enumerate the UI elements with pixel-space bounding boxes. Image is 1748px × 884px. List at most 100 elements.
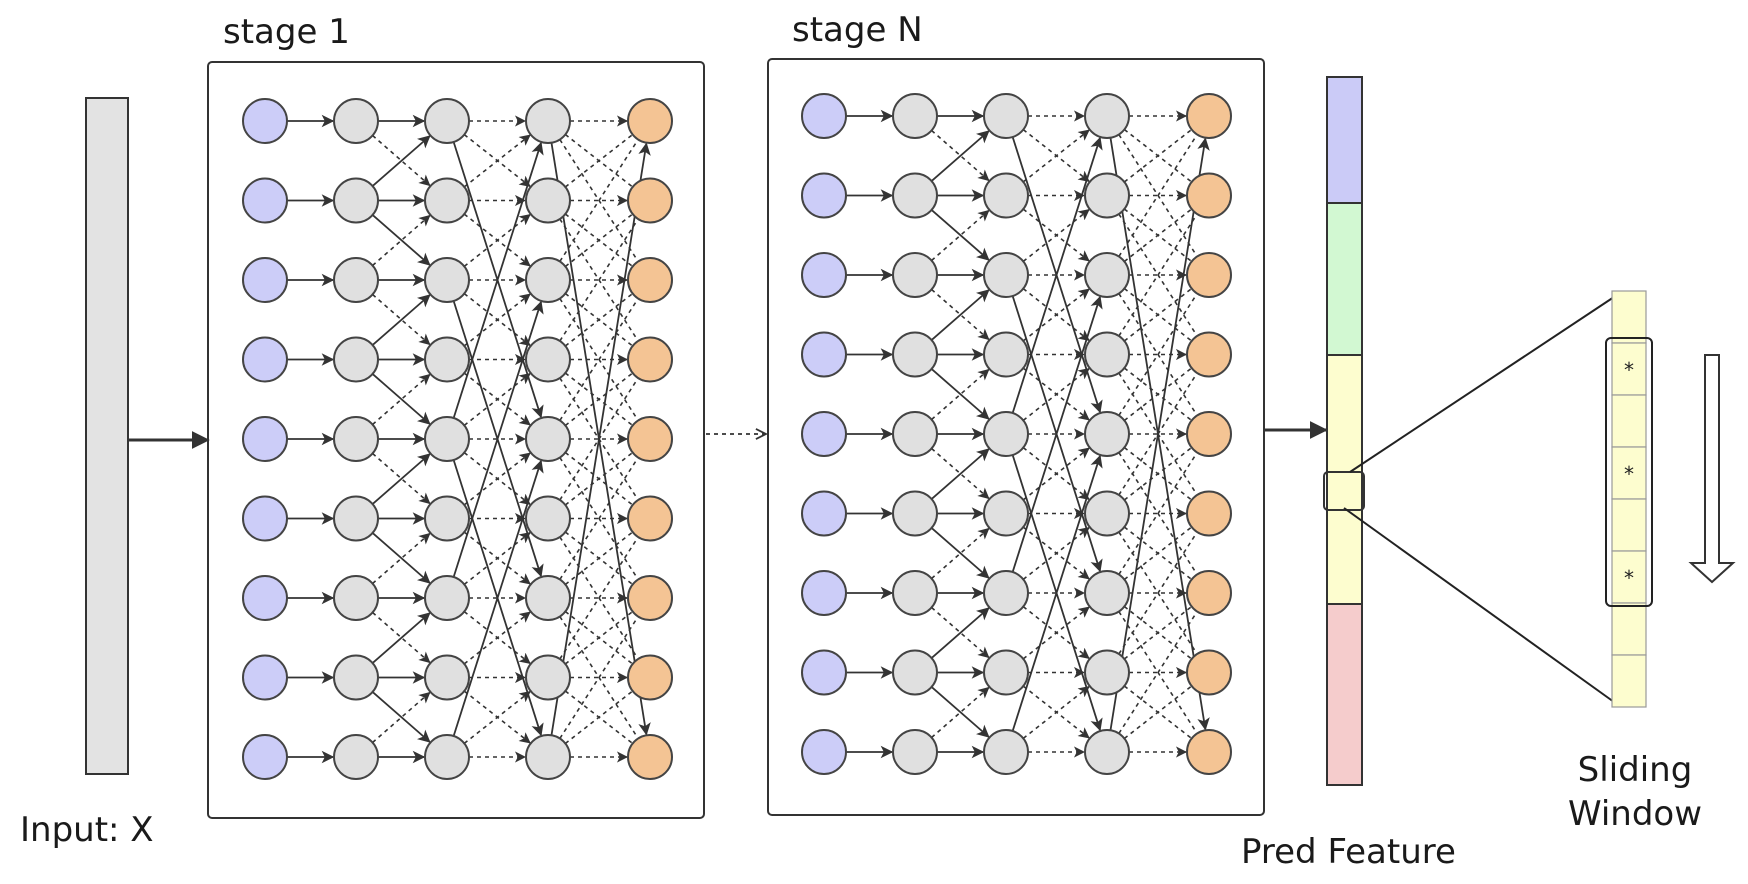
edge (1123, 447, 1192, 501)
edge (564, 293, 633, 347)
hidden-node (1084, 93, 1130, 139)
input-node (242, 336, 288, 383)
input-node (242, 654, 288, 701)
hidden-node (525, 575, 571, 621)
input-node (242, 416, 288, 462)
edge (564, 214, 633, 268)
hidden-node (424, 257, 470, 303)
edge (1109, 137, 1210, 731)
edge (1123, 368, 1192, 422)
input-node (801, 252, 847, 298)
zoom-line-top (1349, 296, 1615, 473)
stage-n-nodes (801, 93, 1232, 775)
zoom-line-bottom (1343, 507, 1615, 703)
hidden-node (1084, 252, 1130, 298)
edge (463, 373, 531, 427)
edge (930, 368, 990, 420)
hidden-node (1084, 490, 1130, 537)
edge (1123, 209, 1192, 263)
stage-1-nodes (242, 98, 673, 780)
edge (463, 611, 531, 665)
edge (463, 452, 531, 506)
hidden-node (525, 257, 571, 303)
pred-feature-segment (1326, 202, 1363, 356)
input-node (242, 177, 288, 224)
hidden-node (892, 93, 938, 139)
hidden-node (892, 172, 938, 219)
edge (930, 527, 990, 579)
edge (1022, 606, 1090, 660)
edge (371, 453, 431, 505)
edge (1022, 288, 1090, 342)
stage-n-box (767, 58, 1265, 816)
edge (371, 373, 431, 425)
hidden-node (525, 734, 571, 780)
input-node (801, 93, 847, 139)
edge (371, 294, 431, 346)
edge (371, 612, 431, 664)
edge (930, 448, 990, 500)
hidden-node (333, 734, 379, 780)
output-node (627, 575, 673, 621)
hidden-node (892, 649, 938, 696)
stage-1-network (242, 98, 673, 780)
hidden-node (892, 570, 938, 616)
edge (371, 532, 431, 584)
edge (463, 214, 531, 268)
output-node (627, 98, 673, 144)
edge (371, 214, 431, 266)
pred-feature-selection (1323, 471, 1365, 511)
hidden-node (424, 654, 470, 701)
window-cell (1611, 394, 1647, 448)
hidden-node (983, 490, 1029, 537)
edge (564, 532, 633, 586)
output-node (1186, 490, 1232, 537)
edge (930, 209, 990, 261)
window-cell (1611, 290, 1647, 344)
hidden-node (333, 336, 379, 383)
stage-n-network (801, 93, 1232, 775)
edge (371, 135, 431, 187)
input-node (801, 490, 847, 537)
edge (564, 373, 633, 427)
stage-1-edges (287, 114, 651, 764)
input-node (242, 257, 288, 303)
pred-feature-label: Pred Feature (1241, 832, 1456, 872)
hidden-node (1084, 649, 1130, 696)
hidden-node (1084, 411, 1130, 457)
hidden-node (892, 729, 938, 775)
pred-feature-bar (1326, 76, 1363, 786)
input-bar (85, 97, 129, 775)
hidden-node (525, 416, 571, 462)
output-node (1186, 252, 1232, 298)
hidden-node (983, 411, 1029, 457)
window-cell (1611, 602, 1647, 656)
hidden-node (333, 98, 379, 144)
output-node (627, 654, 673, 701)
output-node (1186, 570, 1232, 616)
output-node (1186, 331, 1232, 378)
input-node (801, 729, 847, 775)
input-node (242, 495, 288, 542)
hidden-node (424, 336, 470, 383)
input-label: Input: X (20, 810, 154, 850)
stage-1-label: stage 1 (223, 12, 350, 52)
sliding-window-strip: * * * (1611, 290, 1647, 708)
window-cell (1611, 342, 1647, 396)
edge (1123, 606, 1192, 660)
sliding-window-label: Sliding Window (1560, 748, 1710, 836)
hidden-node (983, 172, 1029, 219)
input-node (242, 575, 288, 621)
window-cell (1611, 446, 1647, 500)
hidden-node (525, 98, 571, 144)
window-cell (1611, 498, 1647, 552)
edge (371, 691, 431, 743)
hidden-node (983, 331, 1029, 378)
stage-1-box (207, 61, 705, 819)
edge (1022, 686, 1090, 740)
hidden-node (333, 495, 379, 542)
edge (463, 532, 531, 586)
sliding-window-frame (1605, 337, 1653, 607)
hidden-node (983, 729, 1029, 775)
edge (930, 130, 990, 182)
